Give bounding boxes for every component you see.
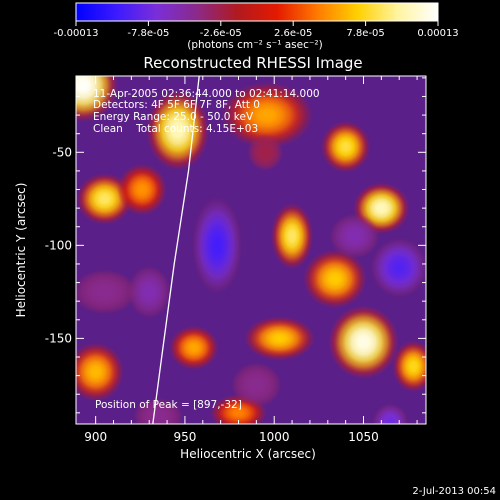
colorbar: -0.00013 -7.8e-05 -2.6e-05 2.6e-05 7.8e-05 0.… [54,2,459,51]
peak-position-label: Position of Peak = [897,-32] [95,399,242,411]
emission-source [76,76,119,123]
emission-source [243,316,316,361]
colorbar-ticks: -0.00013 -7.8e-05 -2.6e-05 2.6e-05 7.8e-05 0.… [54,21,459,39]
colorbar-tick-label: 2.6e-05 [274,28,312,39]
x-tick-label: 900 [84,430,107,444]
emission-source [220,81,314,149]
colorbar-tick-label: -2.6e-05 [200,28,242,39]
colorbar-tick-label: 7.8e-05 [346,28,384,39]
x-tick-label: 1000 [259,430,290,444]
emission-source [270,202,314,270]
plot-area: 11-Apr-2005 02:36:44.000 to 02:41:14.000… [45,75,427,444]
heatmap-sources [76,76,426,424]
emission-source [117,163,168,216]
negative-residual [192,196,243,294]
axis-ticks: 900 950 1000 1050 -50 -100 -150 [45,76,426,444]
chart-title: Reconstructed RHESSI Image [143,54,362,72]
y-tick-label: -100 [45,238,72,252]
negative-residual [372,403,409,424]
colorbar-gradient [75,2,439,22]
negative-residual [247,133,284,171]
emission-source [168,325,219,371]
x-tick-label: 950 [173,430,196,444]
annotation-energy-range: Energy Range: 25.0 - 50.0 keV [93,111,254,123]
negative-residual [127,265,171,318]
y-tick-label: -50 [52,145,72,159]
x-tick-label: 1050 [348,430,379,444]
negative-residual [329,213,380,259]
emission-source [302,249,368,309]
emission-source [320,120,371,173]
negative-residual [370,237,426,298]
colorbar-unit-label: (photons cm⁻² s⁻¹ asec⁻²) [187,39,322,51]
negative-residual [231,362,282,408]
colorbar-tick-label: -7.8e-05 [127,28,169,39]
solar-limb-line [152,76,200,424]
emission-source [145,89,210,171]
x-axis-label: Heliocentric X (arcsec) [180,447,316,461]
plot-frame [75,75,427,425]
emission-source [76,342,125,402]
colorbar-tick-label: 0.00013 [417,28,458,39]
timestamp-footer: 2-Jul-2013 00:54 [412,486,496,497]
negative-residual [76,269,137,315]
emission-source [392,340,426,393]
y-tick-label: -150 [45,331,72,345]
emission-source [327,304,400,380]
annotation-time-range: 11-Apr-2005 02:36:44.000 to 02:41:14.000 [93,88,320,100]
y-axis-label: Heliocentric Y (arcsec) [14,183,28,318]
annotation-clean-counts: Clean Total counts: 4.15E+03 [93,123,258,135]
colorbar-tick-label: -0.00013 [54,28,99,39]
annotation-detectors: Detectors: 4F 5F 6F 7F 8F, Att 0 [93,99,260,111]
annotation-block: 11-Apr-2005 02:36:44.000 to 02:41:14.000… [93,88,320,135]
negative-residual [133,397,184,424]
